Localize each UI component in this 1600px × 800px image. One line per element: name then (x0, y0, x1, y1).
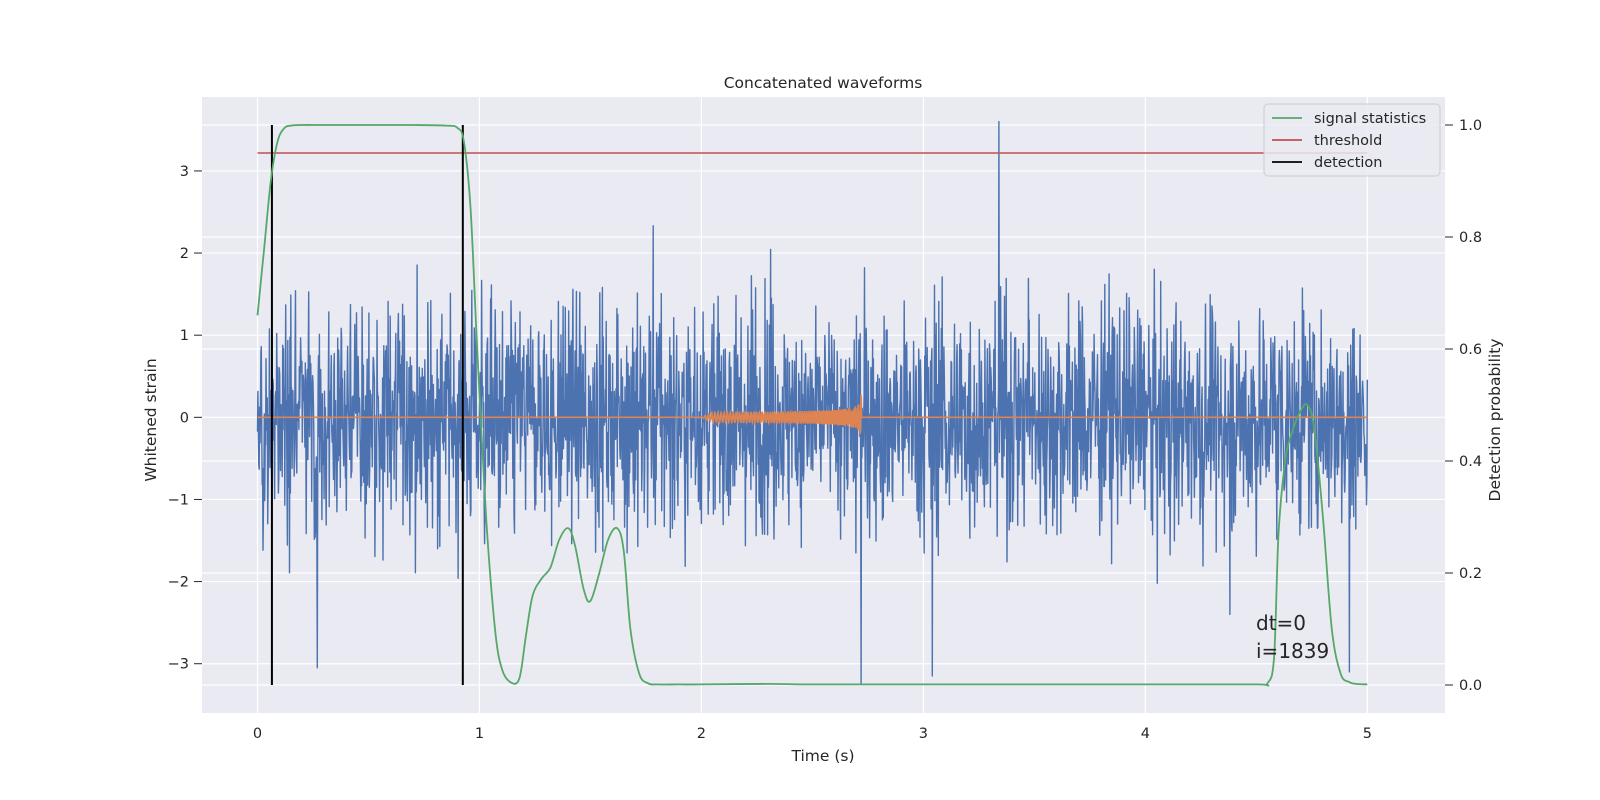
x-tick-label: 4 (1141, 726, 1150, 742)
chart-title: Concatenated waveforms (724, 74, 923, 92)
y2-tick-label: 0.8 (1459, 230, 1482, 246)
x-tick-label: 1 (475, 726, 484, 742)
x-axis-label: Time (s) (790, 747, 854, 765)
legend-label: threshold (1314, 133, 1382, 149)
y2-tick-label: 0.4 (1459, 454, 1482, 470)
y-tick-label: −3 (168, 657, 189, 673)
grid (202, 97, 1445, 713)
x-tick-label: 5 (1363, 726, 1372, 742)
y2-axis-label: Detection probability (1486, 339, 1504, 502)
y-tick-label: 2 (180, 246, 189, 262)
x-tick-label: 0 (253, 726, 262, 742)
data-layer (256, 120, 1368, 687)
legend-box (1263, 103, 1441, 177)
legend-label: detection (1314, 155, 1382, 171)
annotation-i: i=1839 (1256, 639, 1329, 663)
y-tick-label: 0 (180, 410, 189, 426)
x-tick-label: 2 (697, 726, 706, 742)
annotation-dt: dt=0 (1256, 611, 1306, 635)
y-tick-label: −1 (168, 492, 189, 508)
y-tick-label: 1 (180, 328, 189, 344)
chirp-trace (257, 395, 1368, 435)
legend-label: signal statistics (1314, 111, 1426, 127)
signal-statistics-line (256, 124, 1368, 687)
ticks: 0 1 2 3 4 5 −3 −2 −1 0 1 2 3 0.0 0.2 0.4 0.6 0.8 1.0 (168, 118, 1482, 742)
x-tick-label: 3 (919, 726, 928, 742)
y-axis-label: Whitened strain (142, 358, 160, 481)
strain-trace (256, 120, 1368, 685)
y2-tick-label: 0.6 (1459, 342, 1482, 358)
y-tick-label: −2 (168, 575, 189, 591)
y2-tick-label: 1.0 (1459, 118, 1482, 134)
y2-tick-label: 0.0 (1459, 678, 1482, 694)
y-tick-label: 3 (180, 164, 189, 180)
legend: signal statistics threshold detection (1263, 103, 1441, 177)
y2-tick-label: 0.2 (1459, 566, 1482, 582)
